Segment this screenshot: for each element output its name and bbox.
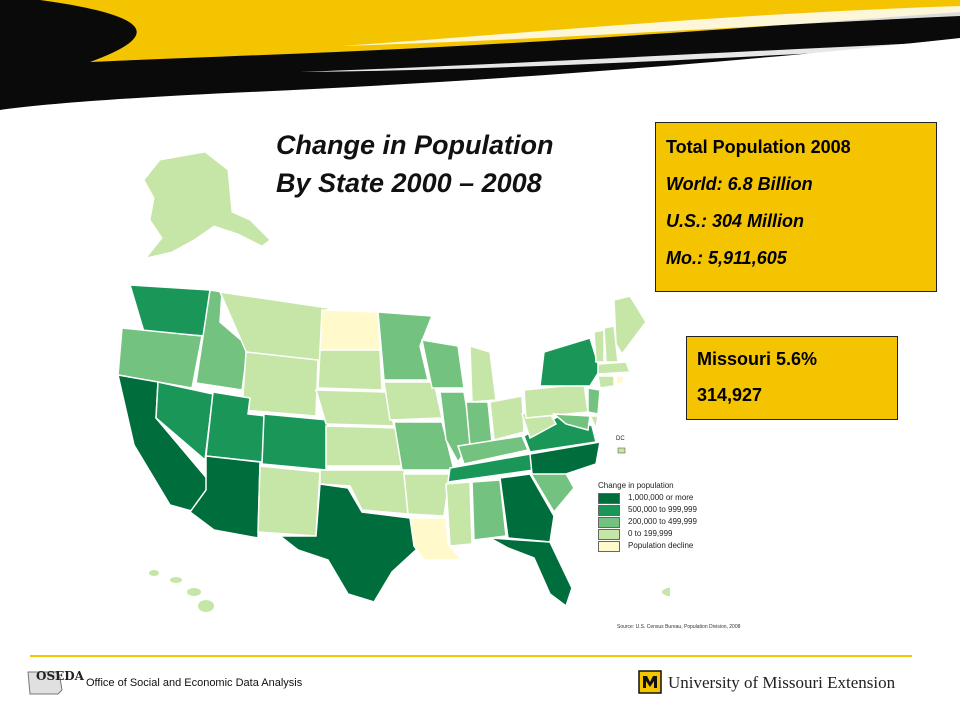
total-population-panel: Total Population 2008 World: 6.8 Billion… — [655, 122, 937, 292]
state-michigan — [469, 344, 497, 403]
state-kansas — [325, 425, 403, 467]
missouri-population: Mo.: 5,911,605 — [666, 248, 787, 268]
state-iowa — [383, 381, 443, 421]
missouri-change-panel: Missouri 5.6% 314,927 — [686, 336, 898, 420]
header-swoosh-banner — [0, 0, 960, 110]
state-texas — [277, 483, 419, 603]
state-mississippi — [445, 481, 473, 547]
footer-divider — [30, 655, 912, 657]
state-georgia — [499, 473, 555, 543]
state-oregon — [117, 327, 203, 389]
legend-item: Population decline — [598, 540, 768, 552]
state-arkansas — [403, 473, 451, 517]
puerto-rico — [662, 587, 670, 597]
legend-swatch — [598, 528, 620, 540]
state-north-dakota — [319, 309, 381, 351]
legend-label: 1,000,000 or more — [628, 493, 694, 502]
legend-item: 1,000,000 or more — [598, 492, 768, 504]
state-alabama — [471, 479, 507, 541]
slide-title-line-2: By State 2000 – 2008 — [276, 168, 542, 198]
state-colorado — [261, 413, 329, 471]
total-population-heading: Total Population 2008 — [666, 137, 851, 157]
state-indiana — [465, 401, 493, 447]
legend-label: 0 to 199,999 — [628, 529, 673, 538]
dc-marker — [617, 447, 626, 454]
missouri-change-percent: Missouri 5.6% — [697, 349, 818, 369]
legend-title: Change in population — [598, 481, 674, 490]
state-connecticut — [597, 375, 615, 389]
state-pennsylvania — [523, 383, 589, 419]
map-source-note: Source: U.S. Census Bureau, Population D… — [617, 624, 741, 630]
map-legend: Change in population 1,000,000 or more 5… — [598, 480, 768, 560]
us-population: U.S.: 304 Million — [666, 211, 805, 231]
legend-label: Population decline — [628, 541, 694, 550]
state-north-carolina — [529, 441, 601, 475]
state-minnesota — [377, 311, 434, 381]
mizzou-shield-icon[interactable] — [638, 670, 662, 694]
legend-swatch — [598, 516, 620, 528]
legend-item: 500,000 to 999,999 — [598, 504, 768, 516]
state-kentucky — [457, 435, 530, 465]
state-wyoming — [241, 351, 319, 417]
world-population: World: 6.8 Billion — [666, 174, 813, 194]
state-florida — [489, 537, 573, 608]
legend-label: 500,000 to 999,999 — [628, 505, 697, 514]
state-hawaii-1 — [149, 570, 159, 576]
legend-swatch — [598, 492, 620, 504]
university-name[interactable]: University of Missouri Extension — [668, 673, 896, 692]
state-louisiana — [409, 517, 464, 561]
slide-title: Change in Population By State 2000 – 200… — [276, 126, 554, 202]
state-washington — [128, 284, 211, 337]
state-new-jersey — [587, 387, 601, 415]
state-south-dakota — [317, 349, 383, 391]
legend-swatch — [598, 540, 620, 552]
state-hawaii-3 — [187, 588, 201, 596]
legend-swatch — [598, 504, 620, 516]
state-massachusetts — [597, 361, 632, 375]
state-rhode-island — [615, 375, 625, 385]
us-population-change-map: DC — [117, 151, 670, 612]
office-name: Office of Social and Economic Data Analy… — [86, 677, 303, 689]
missouri-change-count: 314,927 — [697, 385, 763, 405]
dc-label: DC — [616, 436, 625, 442]
state-nevada — [155, 381, 214, 462]
state-nebraska — [314, 389, 395, 427]
state-hawaii-2 — [170, 577, 182, 583]
missouri-state-outline-icon — [27, 671, 63, 695]
state-new-york — [539, 337, 601, 387]
state-wisconsin — [421, 339, 465, 389]
state-vermont — [593, 329, 605, 363]
state-new-mexico — [257, 465, 321, 537]
legend-label: 200,000 to 499,999 — [628, 517, 697, 526]
oseda-logo-text: OSEDA — [36, 669, 84, 683]
state-maryland — [551, 413, 591, 431]
state-delaware — [588, 415, 599, 431]
state-ohio — [489, 395, 525, 441]
state-arizona — [188, 455, 261, 539]
state-hawaii-4 — [198, 600, 214, 612]
state-maine — [613, 295, 647, 356]
state-alaska — [143, 151, 271, 259]
slide-title-line-1: Change in Population — [276, 130, 554, 160]
legend-item: 0 to 199,999 — [598, 528, 768, 540]
legend-item: 200,000 to 499,999 — [598, 516, 768, 528]
